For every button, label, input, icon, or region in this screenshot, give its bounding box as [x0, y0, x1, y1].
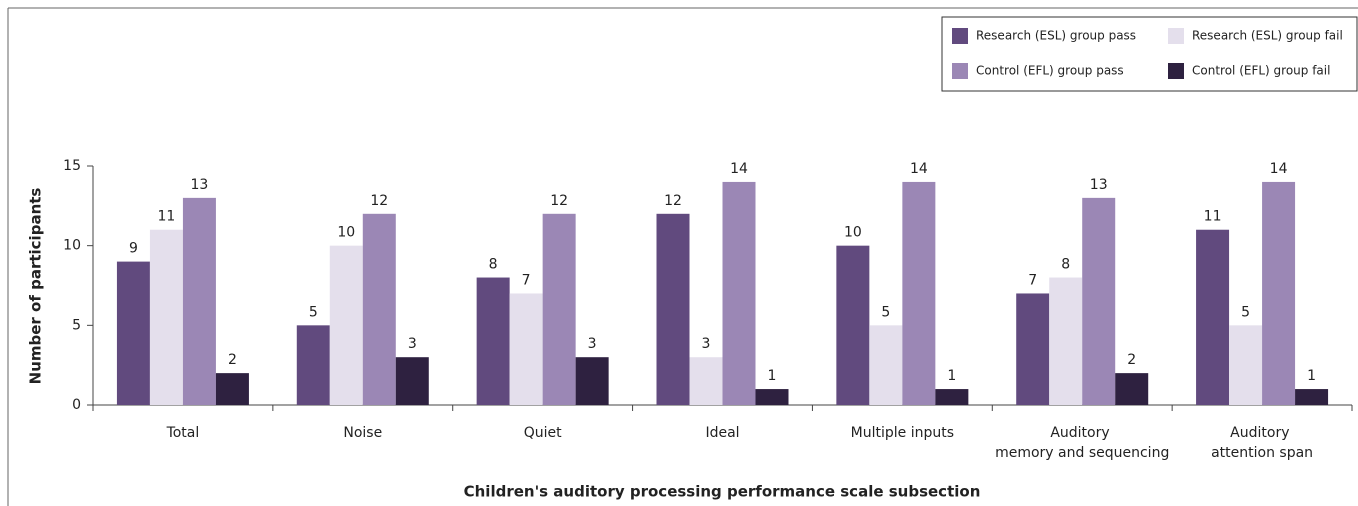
y-tick-label: 0 [72, 397, 81, 413]
data-label: 12 [664, 193, 682, 209]
bar [755, 389, 789, 405]
bar [1115, 373, 1149, 405]
legend-swatch [952, 63, 968, 79]
data-label: 12 [370, 193, 388, 209]
data-label: 2 [228, 352, 237, 368]
bar [869, 325, 903, 405]
data-label: 8 [489, 257, 498, 273]
bar [1049, 277, 1083, 405]
data-label: 2 [1127, 352, 1136, 368]
data-label: 14 [730, 161, 748, 177]
bar [116, 261, 150, 405]
data-label: 1 [947, 368, 956, 384]
data-label: 10 [337, 225, 355, 241]
data-label: 5 [1241, 304, 1250, 320]
bar [935, 389, 969, 405]
x-tick-label: Total [166, 425, 200, 441]
bar [329, 245, 363, 405]
x-tick-label: Noise [343, 425, 382, 441]
data-label: 11 [158, 209, 176, 225]
data-label: 10 [844, 225, 862, 241]
data-label: 9 [129, 241, 138, 257]
data-label: 3 [408, 336, 417, 352]
bar [575, 357, 609, 405]
x-tick-label: Ideal [705, 425, 739, 441]
x-tick-label: Multiple inputs [851, 425, 954, 441]
bar [296, 325, 330, 405]
legend-swatch [952, 28, 968, 44]
data-label: 13 [1090, 177, 1108, 193]
data-label: 5 [881, 304, 890, 320]
bar [1082, 197, 1116, 405]
y-tick-label: 10 [63, 238, 81, 254]
bar [1229, 325, 1263, 405]
y-axis-title: Number of participants [27, 188, 45, 385]
legend-text: Control (EFL) group pass [976, 64, 1124, 78]
data-label: 11 [1204, 209, 1222, 225]
x-tick-label: Quiet [524, 425, 562, 441]
data-label: 12 [550, 193, 568, 209]
x-axis-title: Children's auditory processing performan… [464, 483, 981, 501]
bar [656, 213, 690, 405]
bar [215, 373, 249, 405]
bar [1295, 389, 1329, 405]
legend-swatch [1168, 28, 1184, 44]
data-label: 3 [702, 336, 711, 352]
x-tick-label: Auditory attention span [1211, 425, 1313, 461]
bar [902, 181, 936, 405]
bar [836, 245, 870, 405]
bar [722, 181, 756, 405]
legend-text: Control (EFL) group fail [1192, 64, 1330, 78]
y-tick-label: 15 [63, 158, 81, 174]
bar [476, 277, 510, 405]
data-label: 13 [191, 177, 209, 193]
bar [1196, 229, 1230, 405]
legend-text: Research (ESL) group pass [976, 29, 1136, 43]
data-label: 1 [1307, 368, 1316, 384]
bar [509, 293, 543, 405]
data-label: 5 [309, 304, 318, 320]
bar [1016, 293, 1050, 405]
data-label: 3 [588, 336, 597, 352]
data-label: 1 [768, 368, 777, 384]
data-label: 7 [522, 272, 531, 288]
y-tick-label: 5 [72, 317, 81, 333]
bar [542, 213, 576, 405]
bar [395, 357, 429, 405]
bar [149, 229, 183, 405]
data-label: 14 [910, 161, 928, 177]
legend-swatch [1168, 63, 1184, 79]
x-tick-label: Auditory memory and sequencing [995, 425, 1169, 461]
bar [1262, 181, 1296, 405]
bar [182, 197, 216, 405]
data-label: 8 [1061, 257, 1070, 273]
bar [689, 357, 723, 405]
legend-text: Research (ESL) group fail [1192, 29, 1343, 43]
legend-box [941, 16, 1358, 92]
data-label: 14 [1270, 161, 1288, 177]
data-label: 7 [1028, 272, 1037, 288]
bar [362, 213, 396, 405]
